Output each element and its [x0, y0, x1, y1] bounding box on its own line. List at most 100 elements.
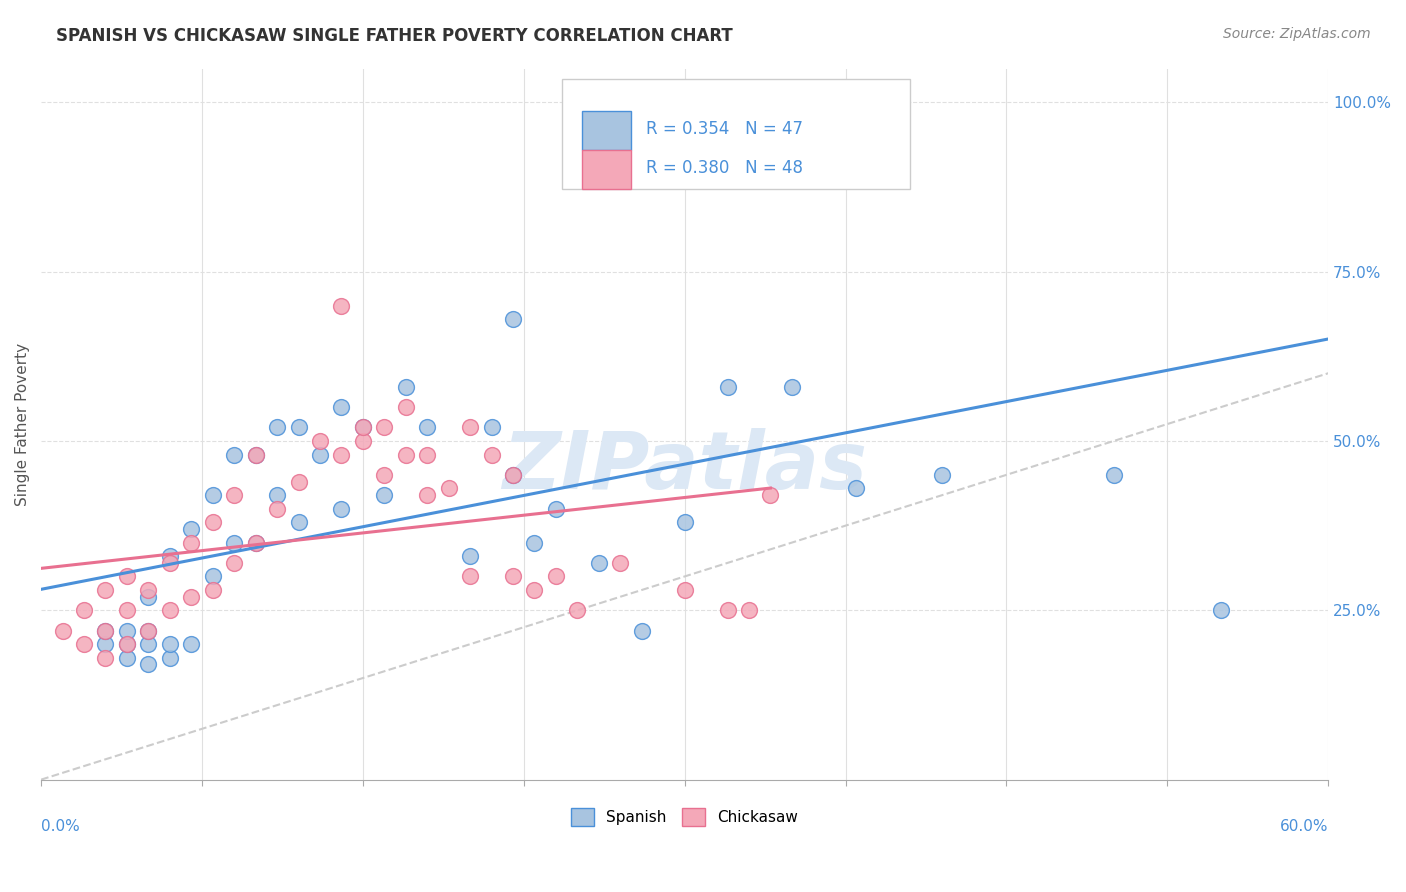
Point: [502, 467, 524, 482]
Point: [115, 624, 138, 638]
Point: [502, 467, 524, 482]
Point: [138, 637, 160, 651]
Point: [115, 637, 138, 651]
Point: [201, 569, 224, 583]
Point: [352, 420, 374, 434]
Point: [115, 650, 138, 665]
Point: [138, 590, 160, 604]
Point: [481, 448, 503, 462]
Point: [931, 467, 953, 482]
Point: [180, 535, 202, 549]
Point: [94, 624, 117, 638]
Point: [373, 488, 395, 502]
Point: [567, 603, 589, 617]
Bar: [582, 112, 630, 150]
Point: [138, 582, 160, 597]
Point: [180, 522, 202, 536]
Point: [201, 582, 224, 597]
Text: 0.0%: 0.0%: [41, 819, 80, 834]
Point: [416, 420, 439, 434]
Point: [1209, 603, 1232, 617]
Point: [330, 448, 353, 462]
Point: [201, 516, 224, 530]
Point: [115, 603, 138, 617]
Text: R = 0.354   N = 47: R = 0.354 N = 47: [645, 120, 803, 138]
Point: [245, 535, 267, 549]
Point: [245, 448, 267, 462]
Point: [51, 624, 73, 638]
Point: [245, 535, 267, 549]
Text: ZIPatlas: ZIPatlas: [502, 428, 868, 506]
Point: [159, 650, 181, 665]
Point: [395, 448, 418, 462]
Point: [458, 420, 481, 434]
Point: [373, 467, 395, 482]
Point: [245, 448, 267, 462]
Legend: Spanish, Chickasaw: Spanish, Chickasaw: [565, 802, 804, 832]
Point: [330, 299, 353, 313]
Point: [266, 501, 288, 516]
Text: SPANISH VS CHICKASAW SINGLE FATHER POVERTY CORRELATION CHART: SPANISH VS CHICKASAW SINGLE FATHER POVER…: [56, 27, 733, 45]
Point: [716, 603, 738, 617]
Point: [94, 637, 117, 651]
Point: [588, 556, 610, 570]
Point: [352, 420, 374, 434]
Point: [309, 448, 332, 462]
Point: [845, 482, 868, 496]
Point: [73, 603, 96, 617]
Point: [458, 569, 481, 583]
Point: [458, 549, 481, 563]
Point: [673, 516, 696, 530]
Point: [330, 400, 353, 414]
Point: [115, 569, 138, 583]
Point: [159, 549, 181, 563]
Point: [159, 637, 181, 651]
Point: [481, 420, 503, 434]
Point: [287, 420, 309, 434]
Point: [502, 569, 524, 583]
Point: [94, 582, 117, 597]
Point: [201, 488, 224, 502]
Point: [395, 380, 418, 394]
Point: [287, 516, 309, 530]
Point: [738, 603, 761, 617]
Y-axis label: Single Father Poverty: Single Father Poverty: [15, 343, 30, 506]
Point: [224, 448, 246, 462]
Point: [373, 420, 395, 434]
Point: [287, 475, 309, 489]
Point: [673, 582, 696, 597]
Text: Source: ZipAtlas.com: Source: ZipAtlas.com: [1223, 27, 1371, 41]
Point: [523, 535, 546, 549]
Point: [266, 420, 288, 434]
Point: [224, 535, 246, 549]
Point: [716, 380, 738, 394]
Point: [330, 501, 353, 516]
Point: [502, 312, 524, 326]
Point: [780, 380, 803, 394]
Point: [352, 434, 374, 448]
Point: [159, 603, 181, 617]
Point: [138, 624, 160, 638]
Point: [416, 488, 439, 502]
Point: [138, 624, 160, 638]
Text: R = 0.380   N = 48: R = 0.380 N = 48: [645, 159, 803, 178]
Point: [309, 434, 332, 448]
Point: [759, 488, 782, 502]
Point: [395, 400, 418, 414]
Point: [523, 582, 546, 597]
Point: [630, 624, 652, 638]
Point: [1102, 467, 1125, 482]
Point: [94, 624, 117, 638]
Point: [544, 569, 567, 583]
Point: [115, 637, 138, 651]
Point: [180, 637, 202, 651]
Point: [266, 488, 288, 502]
Point: [73, 637, 96, 651]
Bar: [582, 150, 630, 189]
Point: [138, 657, 160, 672]
Point: [224, 556, 246, 570]
FancyBboxPatch shape: [562, 79, 910, 189]
Point: [159, 556, 181, 570]
Point: [180, 590, 202, 604]
Point: [224, 488, 246, 502]
